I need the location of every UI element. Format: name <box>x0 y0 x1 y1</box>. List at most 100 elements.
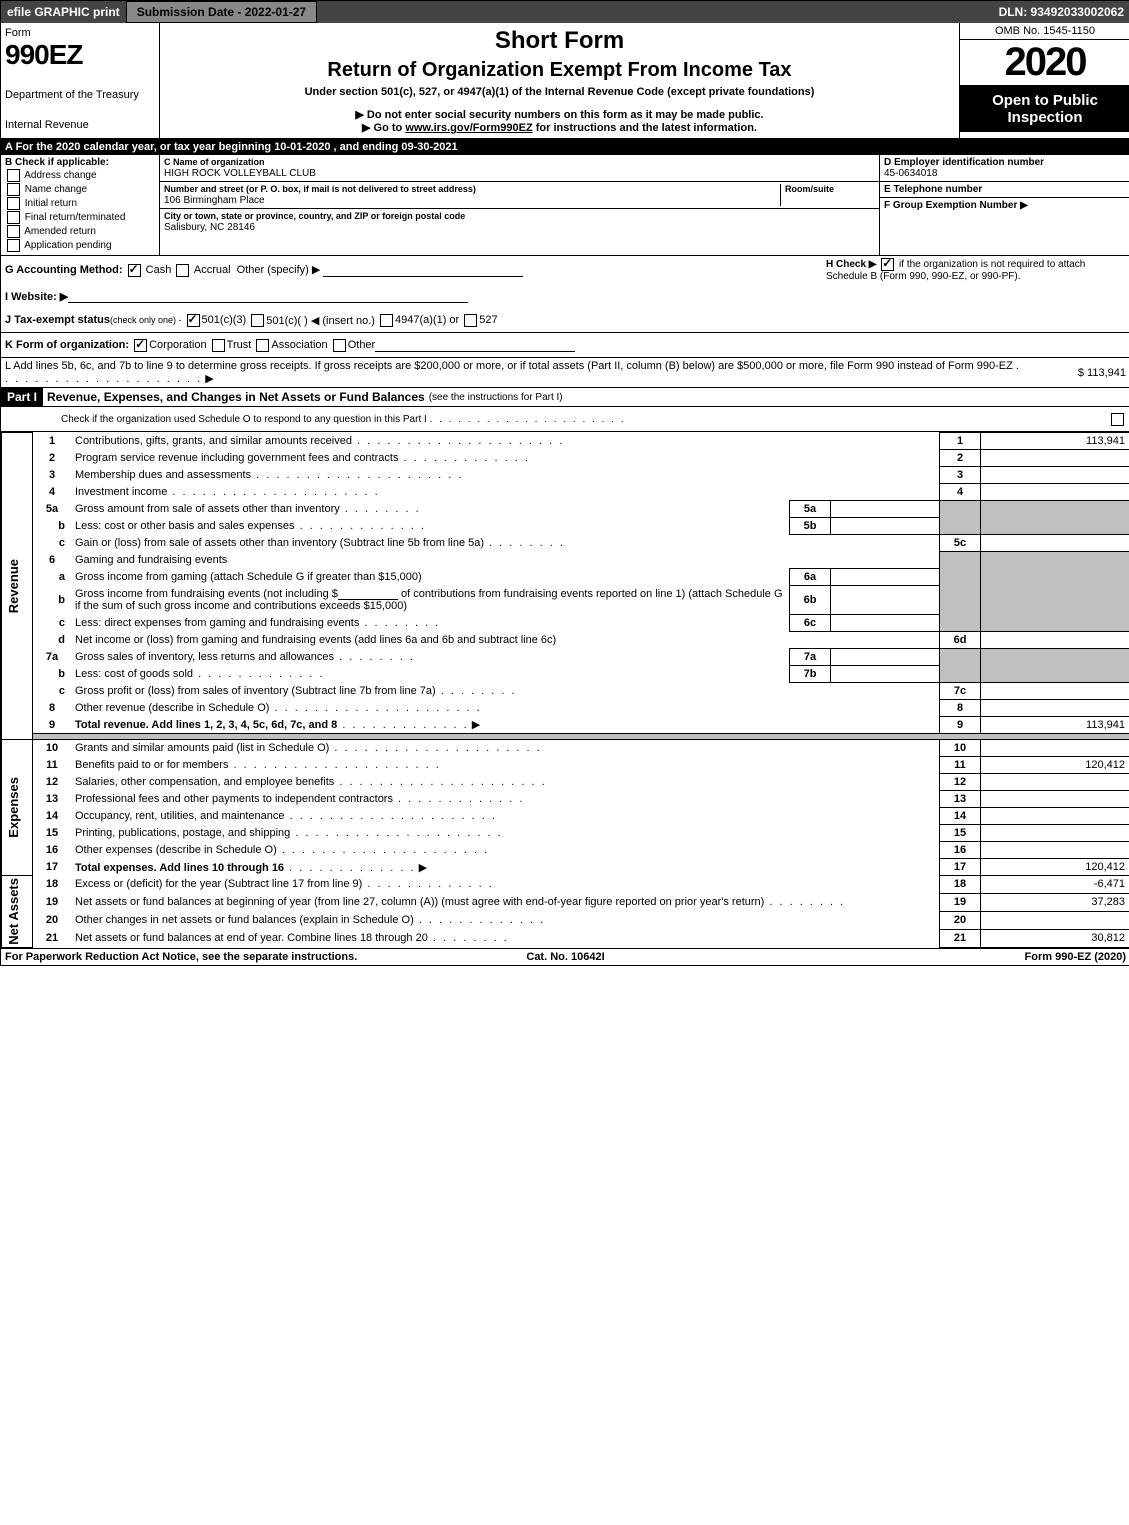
irs-label: Internal Revenue <box>5 119 155 131</box>
4947a1-label: 4947(a)(1) or <box>395 314 459 326</box>
arrow-icon: ▶ <box>419 862 427 874</box>
subline-num: 6b <box>790 585 831 614</box>
line-num-col: 18 <box>940 876 981 894</box>
line-desc: Gross income from gaming (attach Schedul… <box>71 568 790 585</box>
street-value: 106 Birmingham Place <box>164 195 265 206</box>
line-num: 19 <box>33 893 72 911</box>
line-num: 6 <box>33 552 72 569</box>
line-num: 16 <box>33 842 72 859</box>
section-def: D Employer identification number 45-0634… <box>880 155 1129 255</box>
chk-name-change[interactable]: Name change <box>5 183 155 196</box>
telephone-label: E Telephone number <box>884 184 982 195</box>
page-footer: For Paperwork Reduction Act Notice, see … <box>1 948 1129 965</box>
other-org-blank[interactable] <box>375 339 575 352</box>
other-blank[interactable] <box>323 264 523 277</box>
line-i-label: I Website: ▶ <box>5 290 68 303</box>
efile-print-label[interactable]: efile GRAPHIC print <box>1 1 126 23</box>
section-c: C Name of organization HIGH ROCK VOLLEYB… <box>160 155 880 255</box>
group-exemption-row: F Group Exemption Number ▶ <box>880 198 1129 213</box>
form-word: Form <box>5 27 155 39</box>
line-desc: Net assets or fund balances at beginning… <box>71 893 940 911</box>
line-num-col: 17 <box>940 859 981 876</box>
line-value <box>981 682 1129 699</box>
chk-corporation[interactable] <box>134 339 147 352</box>
arrow-icon: ▶ <box>205 373 213 385</box>
header-left: Form 990EZ Department of the Treasury In… <box>1 23 160 138</box>
chk-527[interactable] <box>464 314 477 327</box>
chk-address-change[interactable]: Address change <box>5 169 155 182</box>
chk-label: Name change <box>25 184 87 195</box>
subline-value <box>831 614 940 631</box>
line-desc: Grants and similar amounts paid (list in… <box>71 740 940 757</box>
chk-accrual[interactable] <box>176 264 189 277</box>
contrib-blank[interactable] <box>338 587 398 600</box>
chk-final-return[interactable]: Final return/terminated <box>5 211 155 224</box>
line-num-col: 6d <box>940 631 981 648</box>
line-desc: Gross profit or (loss) from sales of inv… <box>71 682 940 699</box>
line-num-col: 10 <box>940 740 981 757</box>
accrual-label: Accrual <box>194 264 231 276</box>
line-h-pre: H Check ▶ <box>826 259 876 270</box>
chk-initial-return[interactable]: Initial return <box>5 197 155 210</box>
footer-right: Form 990-EZ (2020) <box>752 951 1126 963</box>
irs-link[interactable]: www.irs.gov/Form990EZ <box>405 122 532 134</box>
line-num: b <box>33 518 72 535</box>
subline-value <box>831 568 940 585</box>
chk-amended-return[interactable]: Amended return <box>5 225 155 238</box>
line-num-col: 21 <box>940 929 981 947</box>
part-1-title: Revenue, Expenses, and Changes in Net As… <box>43 388 429 406</box>
line-num: 18 <box>33 876 72 894</box>
top-bar: efile GRAPHIC print Submission Date - 20… <box>1 1 1129 23</box>
group-exemption-label: F Group Exemption Number ▶ <box>884 200 1028 211</box>
line-num: 14 <box>33 808 72 825</box>
line-num-col: 4 <box>940 484 981 501</box>
501c-label: 501(c)( ) ◀ (insert no.) <box>266 314 375 327</box>
chk-501c[interactable] <box>251 314 264 327</box>
subline-num: 6a <box>790 568 831 585</box>
tax-year-period: A For the 2020 calendar year, or tax yea… <box>1 139 1129 155</box>
line-num: b <box>33 665 72 682</box>
line-num: 20 <box>33 911 72 929</box>
line-l-text: L Add lines 5b, 6c, and 7b to line 9 to … <box>5 360 1026 385</box>
line-value: 113,941 <box>981 433 1129 450</box>
line-k: K Form of organization: Corporation Trus… <box>1 333 1129 358</box>
info-block: B Check if applicable: Address change Na… <box>1 155 1129 256</box>
chk-schedule-b-not-required[interactable] <box>881 258 894 271</box>
dln-number: DLN: 93492033002062 <box>993 1 1129 23</box>
chk-trust[interactable] <box>212 339 225 352</box>
footer-left: For Paperwork Reduction Act Notice, see … <box>5 951 379 963</box>
line-value: 120,412 <box>981 859 1129 876</box>
room-label: Room/suite <box>785 184 834 194</box>
chk-schedule-o-part1[interactable] <box>1111 413 1124 426</box>
line-g-label: G Accounting Method: <box>5 264 123 276</box>
chk-cash[interactable] <box>128 264 141 277</box>
line-num-col: 19 <box>940 893 981 911</box>
line-num-col: 13 <box>940 791 981 808</box>
chk-other-org[interactable] <box>333 339 346 352</box>
part-1-paren: (see the instructions for Part I) <box>429 392 563 403</box>
line-l-content: L Add lines 5b, 6c, and 7b to line 9 to … <box>5 360 1013 372</box>
line-num: 1 <box>33 433 72 450</box>
line-desc: Salaries, other compensation, and employ… <box>71 774 940 791</box>
telephone-row: E Telephone number <box>880 182 1129 198</box>
other-org-label: Other <box>348 339 376 351</box>
line-num: 12 <box>33 774 72 791</box>
chk-4947a1[interactable] <box>380 314 393 327</box>
chk-application-pending[interactable]: Application pending <box>5 239 155 252</box>
shaded-cell <box>981 501 1129 535</box>
part-1-header: Part I Revenue, Expenses, and Changes in… <box>1 388 1129 407</box>
chk-501c3[interactable] <box>187 314 200 327</box>
line-value <box>981 791 1129 808</box>
chk-label: Application pending <box>24 240 111 251</box>
501c3-label: 501(c)(3) <box>202 314 247 326</box>
website-blank[interactable] <box>68 290 468 303</box>
short-form-title: Short Form <box>164 27 955 55</box>
chk-association[interactable] <box>256 339 269 352</box>
line-desc: Excess or (deficit) for the year (Subtra… <box>71 876 940 894</box>
line-value <box>981 699 1129 716</box>
ssn-warning: ▶ Do not enter social security numbers o… <box>164 108 955 121</box>
line-desc: Gross amount from sale of assets other t… <box>71 501 790 518</box>
arrow-icon: ▶ <box>472 719 480 731</box>
line-num: 8 <box>33 699 72 716</box>
footer-mid: Cat. No. 10642I <box>379 951 753 963</box>
